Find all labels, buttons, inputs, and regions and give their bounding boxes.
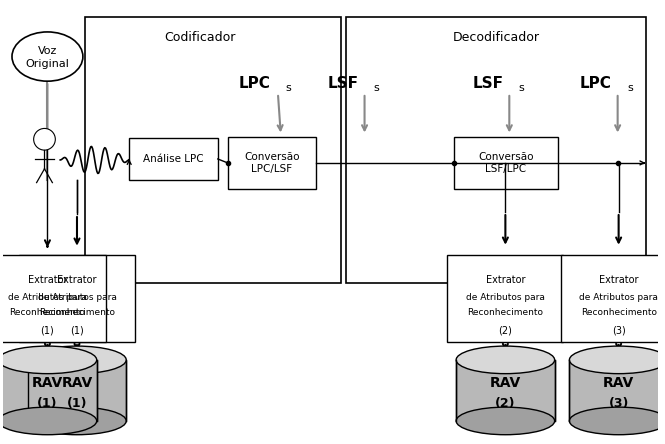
Bar — [19, 255, 135, 342]
Text: s: s — [628, 83, 633, 93]
Text: (1): (1) — [66, 397, 87, 410]
Ellipse shape — [0, 346, 96, 374]
Text: de Atributos para: de Atributos para — [466, 293, 545, 301]
Text: de Atributos para: de Atributos para — [37, 293, 116, 301]
Text: (2): (2) — [499, 325, 512, 335]
Text: RAV: RAV — [32, 376, 63, 390]
Text: (1): (1) — [41, 325, 55, 335]
Text: Voz: Voz — [38, 46, 57, 56]
Bar — [448, 255, 563, 342]
Text: s: s — [518, 83, 524, 93]
Text: Conversão
LPC/LSF: Conversão LPC/LSF — [244, 152, 300, 174]
Text: (1): (1) — [70, 325, 84, 335]
Text: de Atributos para: de Atributos para — [579, 293, 658, 301]
Text: (3): (3) — [608, 397, 629, 410]
Text: LSF: LSF — [472, 76, 503, 91]
Ellipse shape — [0, 407, 96, 435]
Text: (1): (1) — [37, 397, 58, 410]
Text: Reconhecimento: Reconhecimento — [9, 308, 85, 317]
Circle shape — [34, 128, 55, 150]
Bar — [227, 137, 317, 189]
Ellipse shape — [456, 346, 555, 374]
Ellipse shape — [456, 407, 555, 435]
Bar — [0, 360, 96, 421]
Text: Extrator: Extrator — [485, 275, 525, 285]
Text: LSF: LSF — [328, 76, 358, 91]
Bar — [569, 360, 665, 421]
Ellipse shape — [28, 407, 126, 435]
Text: Conversão
LSF/LPC: Conversão LSF/LPC — [478, 152, 533, 174]
Text: Reconhecimento: Reconhecimento — [581, 308, 656, 317]
Bar — [0, 255, 106, 342]
Text: RAV: RAV — [489, 376, 521, 390]
Text: RAV: RAV — [603, 376, 634, 390]
Text: s: s — [286, 83, 291, 93]
Ellipse shape — [12, 32, 83, 81]
Ellipse shape — [569, 346, 665, 374]
Text: Decodificador: Decodificador — [452, 31, 539, 44]
Text: de Atributos para: de Atributos para — [8, 293, 87, 301]
Text: Reconhecimento: Reconhecimento — [467, 308, 543, 317]
Bar — [28, 360, 126, 421]
Bar — [346, 17, 646, 283]
Text: (2): (2) — [495, 397, 515, 410]
Ellipse shape — [28, 346, 126, 374]
Text: LPC: LPC — [238, 76, 270, 91]
Bar — [454, 137, 557, 189]
Text: Codificador: Codificador — [164, 31, 236, 44]
Bar — [561, 255, 665, 342]
Text: LPC: LPC — [580, 76, 612, 91]
Bar — [85, 17, 341, 283]
Text: s: s — [374, 83, 379, 93]
Text: Reconhecimento: Reconhecimento — [39, 308, 115, 317]
Text: Original: Original — [25, 59, 69, 69]
Text: Extrator: Extrator — [57, 275, 96, 285]
Text: Extrator: Extrator — [599, 275, 638, 285]
Text: Extrator: Extrator — [28, 275, 67, 285]
Bar — [456, 360, 555, 421]
Text: Análise LPC: Análise LPC — [143, 154, 203, 164]
Text: RAV: RAV — [61, 376, 92, 390]
Text: (3): (3) — [612, 325, 626, 335]
Ellipse shape — [569, 407, 665, 435]
Bar — [129, 138, 218, 180]
